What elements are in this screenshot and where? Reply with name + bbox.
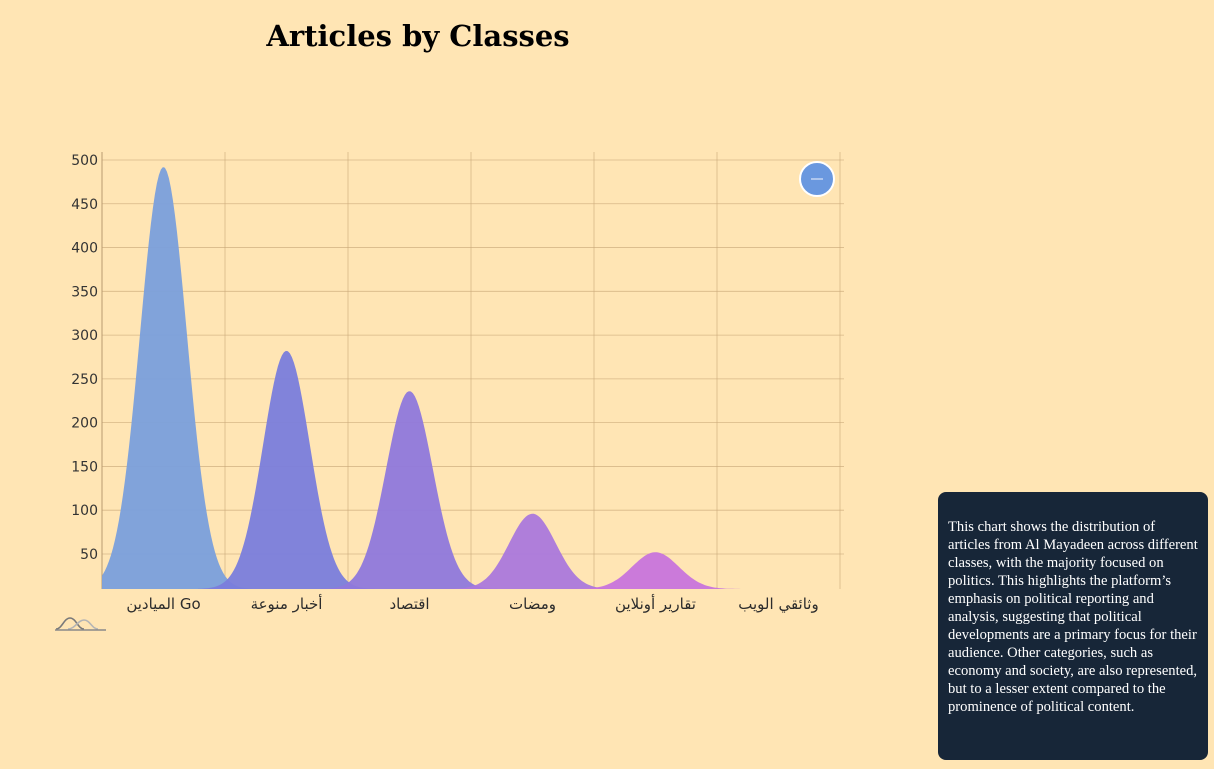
area-2 [320, 391, 499, 589]
x-tick-label: الميادين Go [126, 595, 200, 613]
y-tick-label: 250 [71, 372, 98, 388]
y-tick-label: 300 [71, 328, 98, 344]
waves-logo-icon [55, 617, 106, 631]
chart-description: This chart shows the distribution of art… [938, 492, 1208, 760]
logo-wave-dark [55, 617, 85, 630]
y-tick-label: 200 [71, 416, 98, 432]
legend-toggle-button[interactable] [799, 161, 835, 197]
x-tick-label: تقارير أونلاين [615, 594, 696, 613]
y-axis: 50 100 150 200 250 300 350 400 450 500 [71, 153, 98, 563]
logo-wave-light [67, 619, 99, 630]
area-0 [102, 167, 253, 589]
y-tick-label: 400 [71, 241, 98, 257]
y-tick-label: 50 [80, 547, 98, 563]
grid [101, 152, 844, 589]
y-tick-label: 100 [71, 503, 98, 519]
y-tick-label: 350 [71, 284, 98, 300]
area-3 [443, 513, 622, 589]
area-4 [566, 552, 745, 589]
chart-title: Articles by Classes [266, 19, 570, 53]
x-tick-label: اقتصاد [389, 595, 429, 613]
x-tick-label: ومضات [509, 595, 556, 613]
y-tick-label: 450 [71, 197, 98, 213]
y-tick-label: 150 [71, 459, 98, 475]
x-axis: الميادين Go أخبار منوعة اقتصاد ومضات تقارير … [126, 594, 818, 614]
y-tick-label: 500 [71, 153, 98, 169]
area-1 [197, 350, 376, 589]
x-tick-label: وثائقي الويب [738, 595, 818, 614]
x-tick-label: أخبار منوعة [251, 594, 323, 613]
area-series [102, 167, 745, 589]
